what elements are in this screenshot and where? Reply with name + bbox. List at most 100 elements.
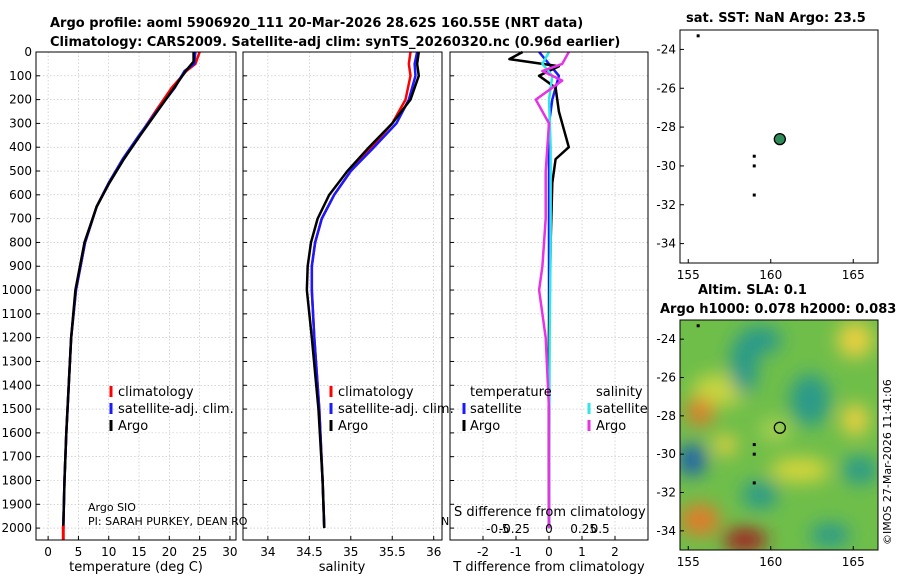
map-y-tick-label: -30 <box>656 159 676 173</box>
salinity-panel: 34 34.5 35 35.5 36 salinity <box>242 51 443 575</box>
salinity-diff-tick-label: -0.25 <box>499 522 530 536</box>
imos-watermark: ©IMOS 27-Mar-2026 11:41:06 <box>881 379 894 545</box>
difference-legend: temperature salinity satellite Argo sate… <box>462 385 648 434</box>
y-tick-label: 200 <box>9 93 32 107</box>
y-tick-label: 100 <box>9 69 32 83</box>
map-y-tick-label: -30 <box>656 447 676 461</box>
float-position-marker <box>773 421 786 434</box>
sla-map: 155 160 165 -24 -26 -28 -30 -32 -34 <box>656 319 879 569</box>
profile-position-dot <box>696 324 700 328</box>
map-x-tick-label: 165 <box>842 268 865 282</box>
series-line-satellite-adj-clim- <box>310 51 419 529</box>
salinity-diff-tick-label: 0.25 <box>570 522 597 536</box>
difference-panel: -2 -1 0 1 2 T difference from climatology <box>449 50 649 575</box>
sla-heatmap-field <box>680 320 878 550</box>
legend-label-climatology: climatology <box>118 385 194 400</box>
x-tick-label: 10 <box>101 545 116 559</box>
y-tick-label: 500 <box>9 164 32 178</box>
y-tick-label: 1800 <box>1 473 32 487</box>
y-tick-label: 2000 <box>1 521 32 535</box>
temperature-panel: 0 5 10 15 20 25 300100200300400500600700800900… <box>1 45 237 575</box>
pi-label: PI: SARAH PURKEY, DEAN RO <box>88 515 248 528</box>
map-x-tick-label: 160 <box>759 555 782 569</box>
map-y-tick-label: -32 <box>656 198 676 212</box>
sla-map-points <box>696 324 786 485</box>
difference-ticks: -2 -1 0 1 2 <box>450 51 619 559</box>
profile-position-dot <box>752 193 756 197</box>
y-tick-label: 800 <box>9 235 32 249</box>
x-tick-label: 34 <box>260 545 275 559</box>
y-tick-label: 1900 <box>1 497 32 511</box>
salinity-axes-frame <box>242 51 443 541</box>
series-line-satellite-adj-clim- <box>62 51 197 529</box>
map-y-tick-label: -34 <box>656 524 676 538</box>
temperature-axes-frame <box>35 51 237 541</box>
series-line-argo <box>62 52 195 529</box>
sla-map-title-line-2: Argo h1000: 0.078 h2000: 0.083 <box>660 302 896 317</box>
y-tick-label: 1100 <box>1 307 32 321</box>
x-tick-label: 0 <box>545 545 553 559</box>
difference-lines <box>508 50 571 529</box>
map-y-tick-label: -24 <box>656 42 676 56</box>
salinity-diff-tick-label: -0.5 <box>486 522 509 536</box>
sla-map-title-line-1: Altim. SLA: 0.1 <box>698 283 807 298</box>
x-tick-label: 1 <box>578 545 586 559</box>
map-y-tick-label: -28 <box>656 120 676 134</box>
y-tick-label: 1500 <box>1 402 32 416</box>
sla-blob <box>686 398 714 426</box>
sla-blob <box>842 456 878 484</box>
sla-blobs <box>680 322 878 550</box>
x-tick-label: 0 <box>44 545 52 559</box>
y-tick-label: 1300 <box>1 354 32 368</box>
sla-blob <box>730 335 758 395</box>
map-y-tick-label: -28 <box>656 409 676 423</box>
salinity-diff-tick-label: 0 <box>545 522 553 536</box>
figure-title-line-1: Argo profile: aoml 5906920_111 20-Mar-20… <box>50 16 583 31</box>
map-y-tick-label: -26 <box>656 371 676 385</box>
x-tick-label: 34.5 <box>296 545 323 559</box>
sst-map-title: sat. SST: NaN Argo: 23.5 <box>686 11 866 26</box>
legend-label-satellite: satellite-adj. clim. <box>118 402 234 417</box>
profile-legend-temperature: climatology satellite-adj. clim. Argo <box>109 385 234 434</box>
y-tick-label: 400 <box>9 140 32 154</box>
sst-map-ticks: 155 160 165 -24 -26 -28 -30 -32 -34 <box>656 42 864 282</box>
sla-blob <box>713 435 737 455</box>
source-label: Argo SIO <box>88 501 136 514</box>
temperature-ticks: 0 5 10 15 20 25 300100200300400500600700800900… <box>1 45 237 559</box>
map-y-tick-label: -24 <box>656 332 676 346</box>
map-x-tick-label: 155 <box>677 555 700 569</box>
sst-map-frame <box>679 29 879 264</box>
y-tick-label: 1700 <box>1 450 32 464</box>
sla-blob <box>790 374 830 426</box>
sst-map: 155 160 165 -24 -26 -28 -30 -32 -34 <box>656 29 879 282</box>
n-fragment: N <box>441 515 449 528</box>
salinity-difference-ticks: -0.5-0.25 0 0.250.5 <box>486 522 610 536</box>
sla-map-ticks: 155 160 165 -24 -26 -28 -30 -32 -34 <box>656 332 864 569</box>
y-tick-label: 900 <box>9 259 32 273</box>
map-x-tick-label: 160 <box>759 268 782 282</box>
difference-xlabel: T difference from climatology <box>452 560 645 575</box>
x-tick-label: 35.5 <box>379 545 406 559</box>
x-tick-label: 25 <box>192 545 207 559</box>
legend-label-satellite-sal: satellite-adj. clim. <box>338 402 454 417</box>
x-tick-label: -2 <box>477 545 489 559</box>
sst-map-points <box>696 34 786 197</box>
profile-position-dot <box>752 154 756 158</box>
map-y-tick-label: -34 <box>656 237 676 251</box>
map-y-tick-label: -32 <box>656 486 676 500</box>
series-line-argo <box>305 51 421 529</box>
map-x-tick-label: 165 <box>842 555 865 569</box>
x-tick-label: -1 <box>510 545 522 559</box>
y-tick-label: 1200 <box>1 331 32 345</box>
salinity-grid <box>243 51 442 540</box>
y-tick-label: 1000 <box>1 283 32 297</box>
salinity-lines <box>305 51 421 529</box>
sla-blob <box>841 404 869 436</box>
map-y-tick-label: -26 <box>656 81 676 95</box>
profile-position-dot <box>752 481 756 485</box>
profile-legend-salinity: climatology satellite-adj. clim. Argo <box>329 385 454 434</box>
sla-blob <box>770 458 830 482</box>
y-tick-label: 1600 <box>1 426 32 440</box>
x-tick-label: 36 <box>426 545 441 559</box>
